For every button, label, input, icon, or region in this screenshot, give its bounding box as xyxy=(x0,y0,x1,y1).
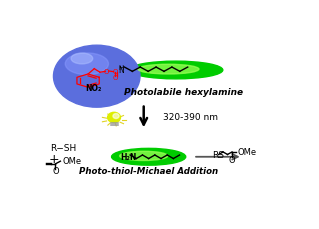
Ellipse shape xyxy=(112,149,186,166)
Text: R−SH: R−SH xyxy=(50,143,76,152)
Text: O: O xyxy=(52,167,59,176)
Text: Photolabile hexylamine: Photolabile hexylamine xyxy=(124,87,243,96)
Text: NO₂: NO₂ xyxy=(85,84,101,93)
Text: O: O xyxy=(229,155,235,164)
Ellipse shape xyxy=(113,114,119,119)
Ellipse shape xyxy=(71,54,93,65)
Text: OMe: OMe xyxy=(238,148,257,157)
Ellipse shape xyxy=(54,46,140,108)
Ellipse shape xyxy=(129,62,223,79)
Text: O: O xyxy=(104,69,109,75)
Text: H₂N: H₂N xyxy=(120,152,137,161)
Ellipse shape xyxy=(138,65,199,75)
Text: Photo-thiol-Michael Addition: Photo-thiol-Michael Addition xyxy=(79,167,218,176)
Ellipse shape xyxy=(108,113,121,123)
Text: RS: RS xyxy=(212,150,224,159)
Text: OMe: OMe xyxy=(63,156,81,165)
Text: N: N xyxy=(118,65,124,74)
Text: +: + xyxy=(48,152,59,165)
Text: 320-390 nm: 320-390 nm xyxy=(164,112,219,121)
Text: H: H xyxy=(119,65,124,71)
Text: O: O xyxy=(113,68,118,74)
Ellipse shape xyxy=(65,54,108,75)
Text: O: O xyxy=(113,75,118,81)
Ellipse shape xyxy=(120,152,168,161)
